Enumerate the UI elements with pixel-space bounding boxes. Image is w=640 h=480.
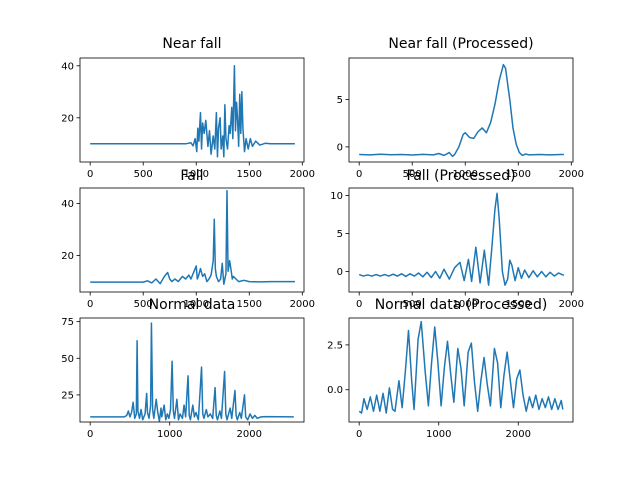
subplot-normal-data-processed: 0 1000 2000 0.0 2.5 Normal data (Processed) xyxy=(327,297,574,440)
x-tick-label: 1000 xyxy=(453,299,478,310)
x-tick-label: 1000 xyxy=(184,169,209,180)
x-tick-label: 1500 xyxy=(237,299,262,310)
y-tick-label: 20 xyxy=(61,251,74,262)
x-tick-label: 1000 xyxy=(426,429,451,440)
x-tick-label: 0 xyxy=(356,299,362,310)
subplot-title: Normal data xyxy=(149,297,236,313)
x-tick-label: 0 xyxy=(356,429,362,440)
subplot-title: Normal data (Processed) xyxy=(375,297,548,313)
series-line-0 xyxy=(359,63,564,158)
axes-frame xyxy=(348,317,574,423)
y-tick-label: 50 xyxy=(61,354,74,365)
x-tick-label: 2000 xyxy=(559,299,584,310)
y-tick-label: 10 xyxy=(330,191,343,202)
y-tick-label: 0 xyxy=(337,142,343,153)
subplot-normal-data: 0 1000 2000 25 50 75 Normal data xyxy=(61,297,305,440)
x-tick-label: 1000 xyxy=(184,299,209,310)
x-tick-label: 0 xyxy=(87,429,93,440)
plot-layer: 0 500 1000 1500 2000 0 5 xyxy=(337,57,584,180)
series-line-0 xyxy=(358,192,565,286)
series-line-0 xyxy=(90,322,294,422)
y-tick-label: 25 xyxy=(61,390,74,401)
axes-frame xyxy=(348,187,574,293)
plot-area xyxy=(80,58,304,162)
x-tick-label: 1500 xyxy=(506,299,531,310)
x-tick-label: 2000 xyxy=(559,169,584,180)
y-tick-label: 40 xyxy=(61,61,74,72)
x-tick-label: 2000 xyxy=(290,299,315,310)
plot-layer: 0 1000 2000 25 50 75 xyxy=(61,317,305,440)
plot-area xyxy=(349,188,573,292)
plot-layer: 0 1000 2000 0.0 2.5 xyxy=(327,317,574,440)
x-tick-label: 1500 xyxy=(237,169,262,180)
series-line-0 xyxy=(358,320,564,414)
plot-layer: 0 500 1000 1500 2000 20 40 xyxy=(61,57,315,180)
x-tick-label: 500 xyxy=(403,299,422,310)
y-tick-label: 5 xyxy=(337,229,343,240)
subplot-title: Near fall xyxy=(162,36,221,52)
plot-layer: 0 500 1000 1500 2000 0 5 10 xyxy=(330,187,584,310)
subplot-fall: 0 500 1000 1500 2000 20 40 Fall xyxy=(61,168,315,310)
x-tick-label: 1500 xyxy=(506,169,531,180)
subplot-near-fall: 0 500 1000 1500 2000 20 40 Near fall xyxy=(61,36,315,180)
axes-frame xyxy=(79,187,305,293)
x-tick-label: 1000 xyxy=(157,429,182,440)
y-tick-label: 0.0 xyxy=(327,385,343,396)
plot-area xyxy=(349,58,573,162)
axes-frame xyxy=(79,317,305,423)
axes-frame xyxy=(348,57,574,163)
x-tick-label: 1000 xyxy=(453,169,478,180)
subplot-fall-processed: 0 500 1000 1500 2000 0 5 10 Fall (Processed) xyxy=(330,168,584,310)
subplot-near-fall-processed: 0 500 1000 1500 2000 0 5 Near fall (Processed) xyxy=(337,36,584,180)
x-tick-label: 0 xyxy=(87,169,93,180)
axes-frame xyxy=(79,57,305,163)
y-tick-label: 5 xyxy=(337,95,343,106)
subplot-title: Fall (Processed) xyxy=(406,168,515,184)
y-tick-label: 0 xyxy=(337,267,343,278)
y-tick-label: 40 xyxy=(61,199,74,210)
series-line-0 xyxy=(90,65,295,158)
x-tick-label: 500 xyxy=(403,169,422,180)
x-tick-label: 2000 xyxy=(237,429,262,440)
y-tick-label: 20 xyxy=(61,113,74,124)
subplot-title: Fall xyxy=(180,168,203,184)
x-tick-label: 2000 xyxy=(506,429,531,440)
x-tick-label: 2000 xyxy=(290,169,315,180)
subplot-title: Near fall (Processed) xyxy=(388,36,533,52)
x-tick-label: 0 xyxy=(356,169,362,180)
x-tick-label: 500 xyxy=(134,299,153,310)
series-line-0 xyxy=(90,189,295,285)
x-tick-label: 0 xyxy=(87,299,93,310)
y-tick-label: 75 xyxy=(61,317,74,328)
x-tick-label: 500 xyxy=(134,169,153,180)
plot-layer: 0 500 1000 1500 2000 20 40 xyxy=(61,187,315,310)
plot-area xyxy=(80,318,304,422)
y-tick-label: 2.5 xyxy=(327,340,343,351)
